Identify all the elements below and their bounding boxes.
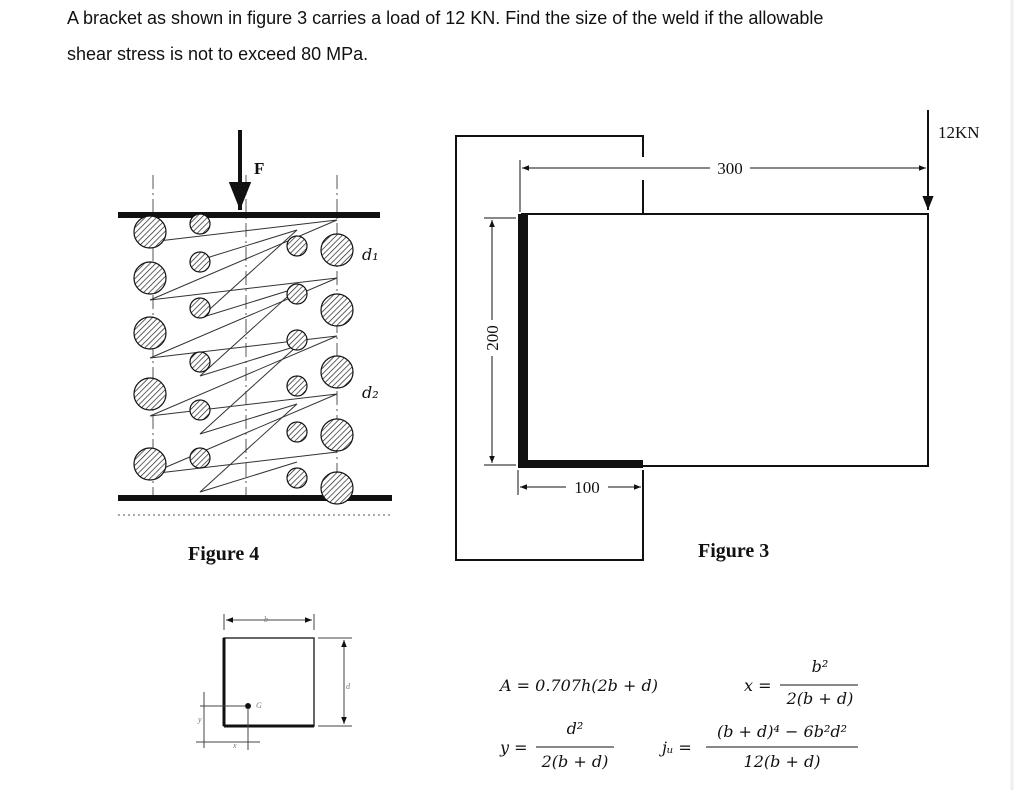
spring-figure [118, 130, 392, 516]
figure-caption: Figure 4 [188, 543, 259, 565]
formula-denominator: 2(b + d) [786, 689, 854, 708]
column [455, 135, 644, 561]
wire-section [189, 351, 211, 373]
wire-section [189, 447, 211, 469]
d-label: d [346, 682, 351, 691]
length-label: 300 [717, 159, 743, 178]
formula-denominator: 12(b + d) [744, 752, 821, 771]
wire-section [286, 421, 308, 443]
wire-section [320, 293, 354, 327]
wire-section [133, 377, 167, 411]
height-label: 200 [483, 325, 502, 351]
formula-denominator: 2(b + d) [541, 752, 609, 771]
wire-section [189, 213, 211, 235]
weld [518, 460, 643, 468]
formula-lhs: x = [744, 676, 772, 695]
wire-section [133, 261, 167, 295]
wire-section [320, 233, 354, 267]
weld [518, 214, 528, 468]
label-bg [482, 320, 502, 356]
coil [149, 219, 338, 475]
wire-section [286, 467, 308, 489]
wire-section [320, 471, 354, 505]
formula-lhs: jᵤ = [659, 738, 692, 757]
width-label: 100 [574, 478, 600, 497]
figure-caption: Figure 3 [698, 540, 769, 562]
wire-section [286, 235, 308, 257]
formula-lhs: y = [499, 738, 528, 757]
centroid [245, 703, 251, 709]
coil [199, 229, 298, 493]
wire-section [320, 355, 354, 389]
b-label: b [264, 615, 268, 624]
wire-section [320, 418, 354, 452]
wire-section [133, 447, 167, 481]
wire-section [286, 329, 308, 351]
wire-section [286, 375, 308, 397]
wire-section [133, 316, 167, 350]
wire-section [133, 215, 167, 249]
d1-label: d₁ [362, 245, 379, 264]
label-bg [566, 477, 608, 497]
force-label: F [254, 159, 264, 178]
g-label: G [256, 701, 262, 710]
formula-numerator: (b + d)⁴ − 6b²d² [717, 722, 847, 741]
y-label: y [197, 715, 202, 724]
question-line: shear stress is not to exceed 80 MPa. [67, 44, 368, 64]
formula-numerator: d² [567, 719, 584, 738]
load-label: 12KN [938, 123, 980, 142]
question-line: A bracket as shown in figure 3 carries a… [67, 8, 823, 28]
wire-section [189, 297, 211, 319]
wire-section [286, 283, 308, 305]
label-bg [710, 158, 750, 178]
wire-section [189, 251, 211, 273]
wire-section [189, 399, 211, 421]
d2-label: d₂ [362, 383, 379, 402]
formula-numerator: b² [812, 657, 829, 676]
formula: A = 0.707h(2b + d) [498, 676, 658, 695]
x-label: x [232, 741, 237, 750]
